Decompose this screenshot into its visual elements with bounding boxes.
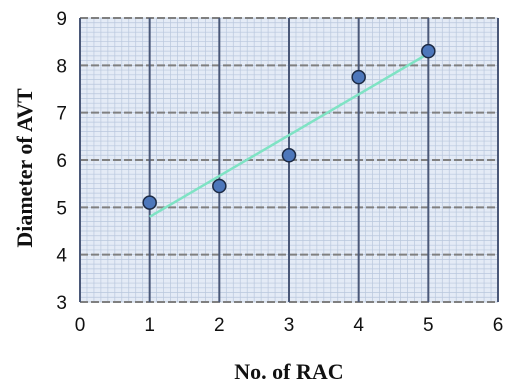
x-tick-label: 3 [284,315,295,336]
data-point [212,178,227,194]
x-axis-title: No. of RAC [234,359,343,384]
y-tick-label: 6 [56,151,67,172]
data-point [351,69,366,85]
trendline-layer [149,52,429,218]
y-tick-label: 4 [56,246,67,267]
x-tick-label: 1 [144,315,155,336]
tick-labels: 0 1 2 3 4 5 6 3 4 5 6 7 8 9 [56,9,503,336]
y-axis-title: Diameter of AVT [12,88,37,248]
y-tick-label: 9 [56,9,67,30]
y-tick-label: 3 [56,293,67,314]
data-point [281,148,297,163]
y-tick-label: 8 [56,56,67,77]
trendline [149,52,429,218]
data-point [421,43,436,59]
major-grid [79,17,499,303]
x-tick-label: 5 [423,315,434,336]
y-tick-label: 5 [56,198,67,219]
data-points [142,43,436,210]
y-tick-label: 7 [56,104,67,125]
x-tick-label: 0 [75,315,86,336]
x-tick-label: 4 [353,315,364,336]
data-point [142,195,157,210]
x-tick-label: 6 [493,315,504,336]
x-tick-label: 2 [214,315,225,336]
